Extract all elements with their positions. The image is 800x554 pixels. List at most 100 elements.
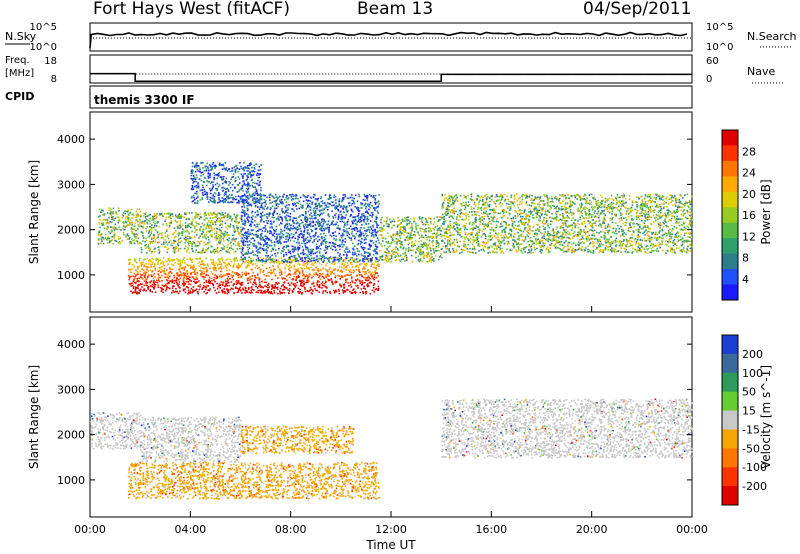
scatter-point xyxy=(369,257,372,260)
scatter-point xyxy=(237,228,239,230)
scatter-point xyxy=(282,250,284,253)
scatter-point xyxy=(149,269,152,271)
scatter-point xyxy=(250,225,252,228)
scatter-point xyxy=(211,279,213,282)
scatter-point xyxy=(196,222,198,225)
scatter-point xyxy=(433,260,435,262)
scatter-point xyxy=(386,257,388,259)
scatter-point xyxy=(348,274,351,276)
scatter-point xyxy=(261,286,263,288)
cpid-panel-frame xyxy=(89,85,693,109)
scatter-point xyxy=(331,263,333,265)
scatter-point xyxy=(256,274,259,277)
scatter-point xyxy=(125,221,128,224)
scatter-point xyxy=(242,177,244,179)
scatter-point xyxy=(282,247,284,250)
scatter-point xyxy=(344,194,346,196)
scatter-point xyxy=(375,276,378,279)
scatter-point xyxy=(169,280,171,282)
scatter-point xyxy=(316,199,319,202)
scatter-point xyxy=(387,225,390,228)
scatter-point xyxy=(119,237,122,239)
scatter-point xyxy=(341,262,344,264)
scatter-point xyxy=(210,250,212,253)
scatter-point xyxy=(275,203,277,205)
scatter-point xyxy=(248,252,250,255)
scatter-point xyxy=(246,238,248,241)
scatter-point xyxy=(213,174,216,177)
scatter-point xyxy=(369,277,371,280)
scatter-point xyxy=(357,287,359,289)
scatter-point xyxy=(123,233,125,236)
scatter-point xyxy=(202,194,205,197)
scatter-point xyxy=(224,285,227,287)
scatter-point xyxy=(162,257,165,259)
scatter-point xyxy=(403,246,405,249)
scatter-point xyxy=(216,282,218,285)
scatter-point xyxy=(373,283,376,285)
scatter-point xyxy=(224,215,227,217)
scatter-point xyxy=(246,165,249,168)
scatter-point xyxy=(348,237,351,239)
scatter-point xyxy=(367,269,369,271)
scatter-point xyxy=(435,232,438,235)
scatter-point xyxy=(250,290,252,292)
scatter-point xyxy=(266,196,268,199)
scatter-point xyxy=(211,261,213,264)
scatter-point xyxy=(278,240,281,242)
scatter-point xyxy=(187,286,190,289)
scatter-point xyxy=(141,286,143,288)
scatter-point xyxy=(410,246,413,248)
scatter-point xyxy=(395,255,398,257)
scatter-point xyxy=(127,235,130,237)
scatter-point xyxy=(229,182,231,184)
scatter-point xyxy=(297,202,299,204)
scatter-point xyxy=(158,225,160,228)
scatter-point xyxy=(332,217,335,219)
scatter-point xyxy=(247,204,250,207)
scatter-point xyxy=(210,212,212,214)
scatter-point xyxy=(223,215,225,217)
scatter-point xyxy=(313,259,316,262)
scatter-point xyxy=(326,208,329,211)
scatter-point xyxy=(334,202,337,204)
scatter-point xyxy=(372,194,375,197)
scatter-point xyxy=(267,271,269,274)
scatter-point xyxy=(327,226,329,229)
scatter-point xyxy=(212,161,215,164)
scatter-point xyxy=(195,211,197,214)
scatter-point xyxy=(248,184,251,187)
scatter-point xyxy=(289,229,291,232)
scatter-point xyxy=(130,282,132,285)
scatter-point xyxy=(214,183,217,186)
scatter-point xyxy=(127,209,129,212)
scatter-point xyxy=(192,194,195,197)
scatter-point xyxy=(236,287,239,290)
scatter-point xyxy=(359,234,361,236)
scatter-point xyxy=(244,222,247,224)
scatter-point xyxy=(173,259,176,261)
scatter-point xyxy=(298,272,301,275)
scatter-point xyxy=(329,290,331,293)
scatter-point xyxy=(194,177,196,180)
scatter-point xyxy=(307,205,309,208)
scatter-point xyxy=(427,253,429,255)
scatter-point xyxy=(366,199,369,202)
scatter-point xyxy=(241,284,244,286)
scatter-point xyxy=(313,240,315,242)
scatter-point xyxy=(348,285,350,287)
scatter-point xyxy=(227,188,229,191)
scatter-point xyxy=(306,290,309,292)
scatter-point xyxy=(164,232,166,234)
scatter-point xyxy=(306,225,309,228)
scatter-point xyxy=(347,248,349,251)
scatter-point xyxy=(307,255,309,258)
scatter-point xyxy=(187,225,189,227)
scatter-point xyxy=(154,263,156,265)
scatter-point xyxy=(135,281,137,284)
scatter-point xyxy=(263,221,265,223)
scatter-point xyxy=(179,241,181,244)
scatter-point xyxy=(164,276,166,279)
scatter-point xyxy=(213,198,215,200)
scatter-point xyxy=(347,269,350,272)
